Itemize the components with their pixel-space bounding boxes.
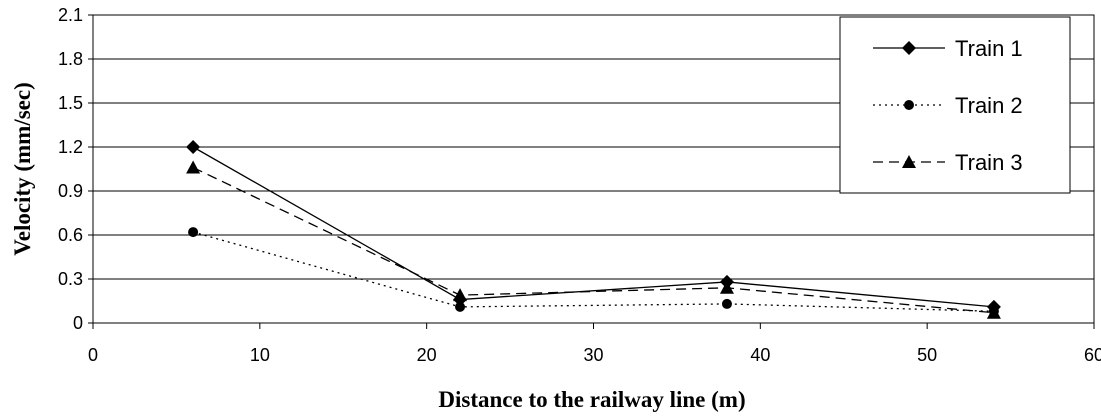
x-tick-label: 30 <box>583 345 603 365</box>
x-tick-label: 0 <box>88 345 98 365</box>
legend-entry: Train 2 <box>873 93 1023 118</box>
data-point <box>188 227 199 238</box>
x-tick-label: 20 <box>417 345 437 365</box>
legend-marker <box>902 41 916 55</box>
legend: Train 1 Train 2 Train 3 <box>839 16 1071 194</box>
data-point <box>455 301 466 312</box>
legend-entry: Train 1 <box>873 36 1023 61</box>
x-tick-label: 50 <box>917 345 937 365</box>
x-axis-title: Distance to the railway line (m) <box>438 387 745 412</box>
legend-label: Train 3 <box>955 150 1023 175</box>
series-3 <box>186 160 1001 319</box>
series-line <box>192 166 994 314</box>
legend-box <box>839 16 1071 194</box>
y-tick-label: 1.5 <box>58 93 83 113</box>
data-point <box>719 280 734 294</box>
x-tick-label: 40 <box>750 345 770 365</box>
data-point <box>186 160 201 174</box>
y-tick-label: 2.1 <box>58 5 83 25</box>
legend-marker <box>902 155 916 168</box>
legend-label: Train 1 <box>955 36 1023 61</box>
series-layer <box>186 140 1001 319</box>
data-point <box>186 140 201 154</box>
series-line <box>192 146 994 308</box>
x-tick-labels: 0 10 20 30 40 50 60 <box>88 345 1101 365</box>
legend-label: Train 2 <box>955 93 1023 118</box>
data-point <box>986 305 1001 319</box>
x-tick-label: 10 <box>250 345 270 365</box>
y-axis-title: Velocity (mm/sec) <box>10 82 35 256</box>
y-tick-label: 1.8 <box>58 49 83 69</box>
legend-marker <box>904 100 914 110</box>
y-tick-label: 0.9 <box>58 181 83 201</box>
y-tick-label: 0.6 <box>58 225 83 245</box>
series-line <box>192 231 994 312</box>
axes <box>88 14 1095 329</box>
y-tick-label: 1.2 <box>58 137 83 157</box>
y-tick-label: 0 <box>73 313 83 333</box>
series-2 <box>188 227 999 317</box>
data-point <box>721 298 732 309</box>
legend-entry: Train 3 <box>873 150 1023 175</box>
x-tick-label: 60 <box>1084 345 1101 365</box>
y-tick-labels: 0 0.3 0.6 0.9 1.2 1.5 1.8 2.1 <box>58 5 83 333</box>
y-tick-label: 0.3 <box>58 269 83 289</box>
data-point <box>453 288 468 302</box>
